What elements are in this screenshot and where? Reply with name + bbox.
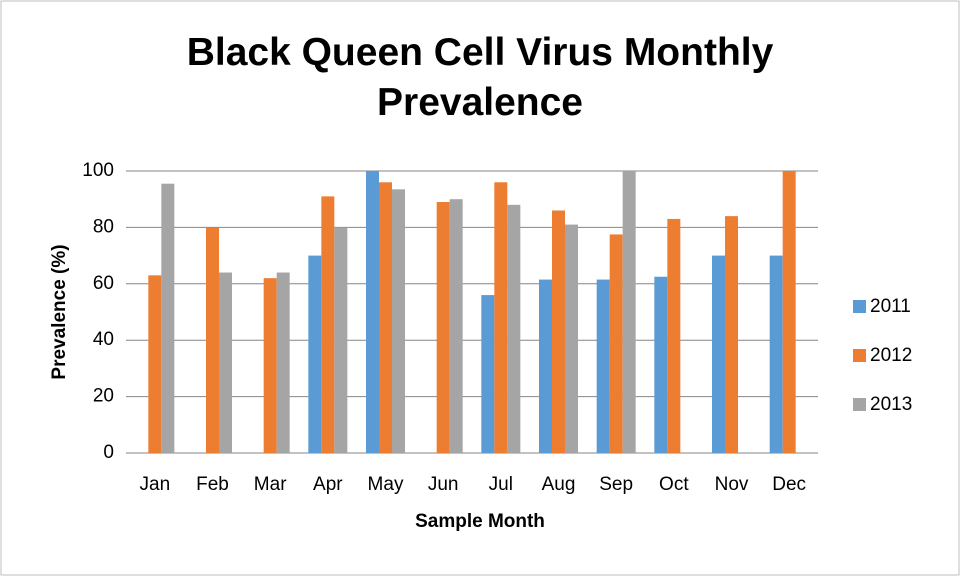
bar bbox=[654, 276, 668, 453]
bar bbox=[219, 272, 232, 453]
bar bbox=[206, 227, 219, 453]
bar bbox=[481, 295, 495, 453]
bar bbox=[609, 234, 623, 453]
legend-swatch bbox=[853, 349, 866, 362]
y-tick-label: 0 bbox=[103, 442, 114, 463]
bar bbox=[667, 218, 681, 453]
bar bbox=[449, 199, 463, 453]
bar bbox=[782, 171, 796, 453]
bar bbox=[379, 182, 392, 453]
bar bbox=[263, 278, 277, 453]
x-tick-label: May bbox=[368, 474, 404, 495]
y-tick-label: 80 bbox=[93, 216, 114, 237]
bar bbox=[565, 224, 578, 453]
bar bbox=[308, 255, 322, 453]
bar bbox=[321, 196, 335, 453]
bar bbox=[725, 216, 738, 453]
bar bbox=[539, 279, 552, 453]
x-tick-label: Oct bbox=[659, 474, 689, 495]
bar bbox=[276, 272, 290, 453]
bar bbox=[161, 183, 175, 453]
x-tick-label: Apr bbox=[313, 474, 343, 495]
x-tick-label: Jul bbox=[489, 474, 513, 495]
y-tick-label: 60 bbox=[93, 273, 114, 294]
bar bbox=[622, 171, 636, 453]
bar bbox=[494, 182, 508, 453]
x-tick-label: Mar bbox=[254, 474, 287, 495]
legend-swatch bbox=[853, 300, 866, 313]
bar bbox=[712, 255, 725, 453]
bar bbox=[507, 204, 521, 453]
legend-swatch bbox=[853, 398, 866, 411]
x-axis-label: Sample Month bbox=[415, 511, 545, 532]
y-tick-label: 100 bbox=[82, 160, 114, 181]
x-tick-label: Aug bbox=[542, 474, 576, 495]
bar bbox=[596, 279, 610, 453]
x-tick-label: Nov bbox=[715, 474, 749, 495]
y-tick-label: 40 bbox=[93, 329, 114, 350]
bar bbox=[769, 255, 783, 453]
y-axis-label: Prevalence (%) bbox=[49, 244, 70, 379]
legend-label: 2012 bbox=[870, 345, 912, 366]
chart-title: Black Queen Cell Virus Monthly Prevalenc… bbox=[186, 31, 774, 124]
bar bbox=[334, 227, 348, 453]
bar bbox=[552, 210, 565, 453]
bar bbox=[436, 202, 450, 453]
x-tick-label: Feb bbox=[196, 474, 229, 495]
x-tick-label: Jan bbox=[140, 474, 171, 495]
bar bbox=[148, 275, 162, 453]
y-tick-label: 20 bbox=[93, 386, 114, 407]
x-tick-label: Sep bbox=[599, 474, 633, 495]
bar bbox=[366, 171, 379, 453]
bar bbox=[392, 189, 405, 453]
legend-label: 2011 bbox=[870, 296, 911, 317]
legend-label: 2013 bbox=[870, 394, 912, 415]
x-tick-label: Dec bbox=[772, 474, 806, 495]
x-tick-label: Jun bbox=[428, 474, 459, 495]
